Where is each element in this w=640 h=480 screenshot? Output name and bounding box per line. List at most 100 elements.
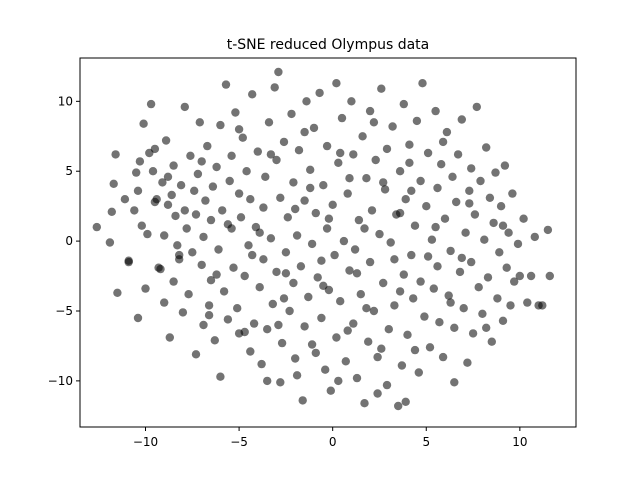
- data-point: [358, 132, 367, 141]
- data-point: [169, 277, 178, 286]
- data-point: [276, 378, 285, 387]
- data-point: [143, 229, 152, 239]
- data-point: [296, 262, 306, 271]
- data-point: [336, 148, 345, 158]
- data-point: [399, 270, 408, 279]
- data-point: [504, 228, 513, 237]
- data-point: [223, 315, 233, 324]
- data-point: [474, 283, 483, 292]
- data-point: [362, 174, 371, 183]
- data-point: [407, 186, 416, 195]
- data-point: [255, 283, 264, 292]
- data-point: [545, 271, 554, 281]
- data-point: [195, 118, 204, 127]
- data-point: [487, 337, 496, 346]
- data-point: [446, 246, 455, 256]
- data-point: [349, 150, 358, 159]
- data-point: [201, 196, 210, 205]
- data-point: [191, 210, 201, 219]
- data-point: [399, 99, 408, 109]
- data-point: [364, 337, 373, 346]
- data-point: [113, 288, 122, 297]
- data-point: [197, 157, 206, 166]
- data-point: [300, 322, 309, 331]
- data-point: [137, 221, 146, 230]
- data-point: [395, 208, 405, 218]
- data-point: [204, 301, 214, 310]
- data-point: [362, 304, 371, 313]
- data-point: [298, 396, 307, 405]
- data-point: [508, 189, 517, 198]
- data-point: [212, 162, 221, 172]
- data-point: [287, 109, 296, 119]
- data-point: [234, 125, 244, 134]
- data-point: [339, 236, 349, 246]
- data-point: [132, 168, 141, 177]
- data-point: [332, 79, 341, 88]
- data-point: [169, 161, 178, 170]
- data-point: [491, 168, 500, 177]
- data-point: [281, 248, 291, 257]
- data-point: [334, 376, 343, 386]
- data-point: [467, 257, 476, 267]
- data-point: [264, 118, 274, 127]
- data-point: [495, 248, 504, 257]
- data-point: [463, 358, 472, 367]
- data-point: [455, 267, 465, 277]
- data-point: [440, 214, 450, 223]
- data-point: [433, 183, 442, 193]
- data-point: [513, 239, 523, 249]
- data-point: [322, 141, 332, 151]
- data-point: [480, 235, 489, 244]
- data-point: [150, 144, 160, 154]
- data-point: [311, 208, 320, 218]
- data-point: [231, 108, 240, 117]
- data-point: [257, 359, 266, 369]
- data-point: [281, 269, 291, 278]
- data-point: [420, 312, 429, 321]
- data-point: [496, 202, 506, 211]
- data-point: [380, 185, 390, 194]
- data-point: [242, 167, 251, 176]
- data-point: [360, 224, 369, 233]
- data-point: [190, 186, 199, 195]
- y-axis: −10 −5 0 5 10: [48, 94, 80, 388]
- data-point: [289, 178, 298, 187]
- data-point: [500, 161, 510, 170]
- data-point: [259, 255, 268, 264]
- data-point: [306, 165, 315, 174]
- data-point: [238, 133, 247, 142]
- data-point: [334, 158, 343, 167]
- data-point: [343, 326, 352, 335]
- data-point: [435, 318, 444, 327]
- data-point: [206, 215, 216, 225]
- data-point: [292, 231, 302, 240]
- data-point: [240, 271, 249, 281]
- data-point: [236, 213, 246, 222]
- x-tick-label: 10: [512, 435, 527, 449]
- data-point: [109, 179, 118, 188]
- data-point: [141, 284, 150, 293]
- data-point: [171, 211, 180, 221]
- data-point: [382, 144, 392, 154]
- data-point: [395, 287, 405, 296]
- data-point: [319, 181, 328, 190]
- data-point: [388, 122, 397, 131]
- data-point: [431, 106, 440, 116]
- y-tick-label: 5: [65, 164, 73, 178]
- data-point: [111, 150, 120, 159]
- data-point: [221, 80, 231, 89]
- data-point: [249, 319, 259, 328]
- data-point: [105, 238, 115, 247]
- data-point: [197, 260, 206, 270]
- data-point: [371, 155, 380, 165]
- data-point: [148, 167, 158, 176]
- data-point: [199, 320, 208, 330]
- data-point: [373, 389, 382, 398]
- data-point: [306, 183, 315, 193]
- data-point: [418, 79, 427, 88]
- data-point: [448, 172, 457, 181]
- data-point: [216, 120, 225, 130]
- data-point: [345, 266, 354, 275]
- data-point: [343, 189, 352, 198]
